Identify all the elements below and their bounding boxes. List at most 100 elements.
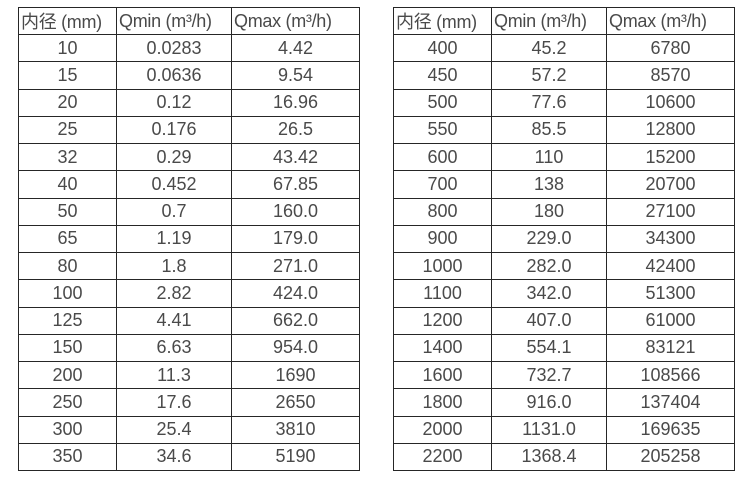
cell: 916.0 (491, 388, 607, 417)
cell: 169635 (606, 415, 735, 444)
table-row: 15 0.0636 9.54 (18, 61, 360, 90)
table-row: 1400 554.1 83121 (393, 333, 735, 363)
cell: 205258 (606, 442, 735, 472)
cell: 17.6 (116, 388, 232, 417)
cell: 1200 (393, 306, 492, 335)
cell: 550 (393, 115, 492, 145)
cell: 10 (18, 33, 117, 63)
cell: 80 (18, 251, 117, 281)
cell: 9.54 (231, 61, 360, 90)
table-row: 40 0.452 67.85 (18, 170, 360, 199)
table-row: 450 57.2 8570 (393, 61, 735, 90)
table-row: 20 0.12 16.96 (18, 88, 360, 117)
cell: 43.42 (231, 142, 360, 172)
cell: 27100 (606, 197, 735, 226)
cell: 15200 (606, 142, 735, 172)
cell: 271.0 (231, 251, 360, 281)
cell: 0.12 (116, 88, 232, 117)
cell: 600 (393, 142, 492, 172)
cell: 50 (18, 197, 117, 226)
cell: 954.0 (231, 333, 360, 363)
table-row: 10 0.0283 4.42 (18, 33, 360, 63)
cell: 8570 (606, 61, 735, 90)
table-row: 550 85.5 12800 (393, 115, 735, 145)
table-row: 1000 282.0 42400 (393, 251, 735, 281)
column-header: Qmax (m³/h) (231, 7, 360, 35)
cell: 16.96 (231, 88, 360, 117)
column-header: 内径 (mm) (393, 7, 492, 35)
cell: 700 (393, 170, 492, 199)
cell: 350 (18, 442, 117, 472)
cell: 20700 (606, 170, 735, 199)
cell: 0.0283 (116, 33, 232, 63)
cell: 1.19 (116, 224, 232, 254)
cell: 0.7 (116, 197, 232, 226)
header-row: 内径 (mm) Qmin (m³/h) Qmax (m³/h) (18, 7, 360, 35)
cell: 300 (18, 415, 117, 444)
table-row: 100 2.82 424.0 (18, 279, 360, 308)
cell: 450 (393, 61, 492, 90)
cell: 1600 (393, 360, 492, 390)
cell: 67.85 (231, 170, 360, 199)
cell: 61000 (606, 306, 735, 335)
cell: 138 (491, 170, 607, 199)
header-row: 内径 (mm) Qmin (m³/h) Qmax (m³/h) (393, 7, 735, 35)
flow-tables-container: 内径 (mm) Qmin (m³/h) Qmax (m³/h) 10 0.0283 4.… (18, 7, 735, 472)
table-row: 65 1.19 179.0 (18, 224, 360, 254)
table-row: 350 34.6 5190 (18, 442, 360, 472)
cell: 1690 (231, 360, 360, 390)
cell: 1000 (393, 251, 492, 281)
cell: 424.0 (231, 279, 360, 308)
table-row: 125 4.41 662.0 (18, 306, 360, 335)
cell: 25.4 (116, 415, 232, 444)
cell: 137404 (606, 388, 735, 417)
cell: 32 (18, 142, 117, 172)
table-row: 300 25.4 3810 (18, 415, 360, 444)
cell: 108566 (606, 360, 735, 390)
cell: 2000 (393, 415, 492, 444)
cell: 407.0 (491, 306, 607, 335)
cell: 20 (18, 88, 117, 117)
cell: 342.0 (491, 279, 607, 308)
cell: 0.452 (116, 170, 232, 199)
cell: 180 (491, 197, 607, 226)
cell: 51300 (606, 279, 735, 308)
cell: 900 (393, 224, 492, 254)
table-row: 1800 916.0 137404 (393, 388, 735, 417)
cell: 160.0 (231, 197, 360, 226)
cell: 2.82 (116, 279, 232, 308)
cell: 57.2 (491, 61, 607, 90)
cell: 1400 (393, 333, 492, 363)
cell: 3810 (231, 415, 360, 444)
cell: 500 (393, 88, 492, 117)
flow-rate-table-small-diameters: 内径 (mm) Qmin (m³/h) Qmax (m³/h) 10 0.0283 4.… (18, 7, 360, 472)
table-row: 1200 407.0 61000 (393, 306, 735, 335)
table-row: 150 6.63 954.0 (18, 333, 360, 363)
cell: 40 (18, 170, 117, 199)
column-header: 内径 (mm) (18, 7, 117, 35)
cell: 6780 (606, 33, 735, 63)
table-row: 32 0.29 43.42 (18, 142, 360, 172)
cell: 282.0 (491, 251, 607, 281)
cell: 85.5 (491, 115, 607, 145)
cell: 34.6 (116, 442, 232, 472)
cell: 4.42 (231, 33, 360, 63)
cell: 100 (18, 279, 117, 308)
table-row: 250 17.6 2650 (18, 388, 360, 417)
cell: 554.1 (491, 333, 607, 363)
cell: 11.3 (116, 360, 232, 390)
cell: 65 (18, 224, 117, 254)
table-row: 800 180 27100 (393, 197, 735, 226)
table-row: 2000 1131.0 169635 (393, 415, 735, 444)
cell: 0.176 (116, 115, 232, 145)
table-row: 500 77.6 10600 (393, 88, 735, 117)
cell: 662.0 (231, 306, 360, 335)
cell: 12800 (606, 115, 735, 145)
cell: 179.0 (231, 224, 360, 254)
cell: 1.8 (116, 251, 232, 281)
cell: 0.29 (116, 142, 232, 172)
cell: 77.6 (491, 88, 607, 117)
cell: 732.7 (491, 360, 607, 390)
table-row: 25 0.176 26.5 (18, 115, 360, 145)
